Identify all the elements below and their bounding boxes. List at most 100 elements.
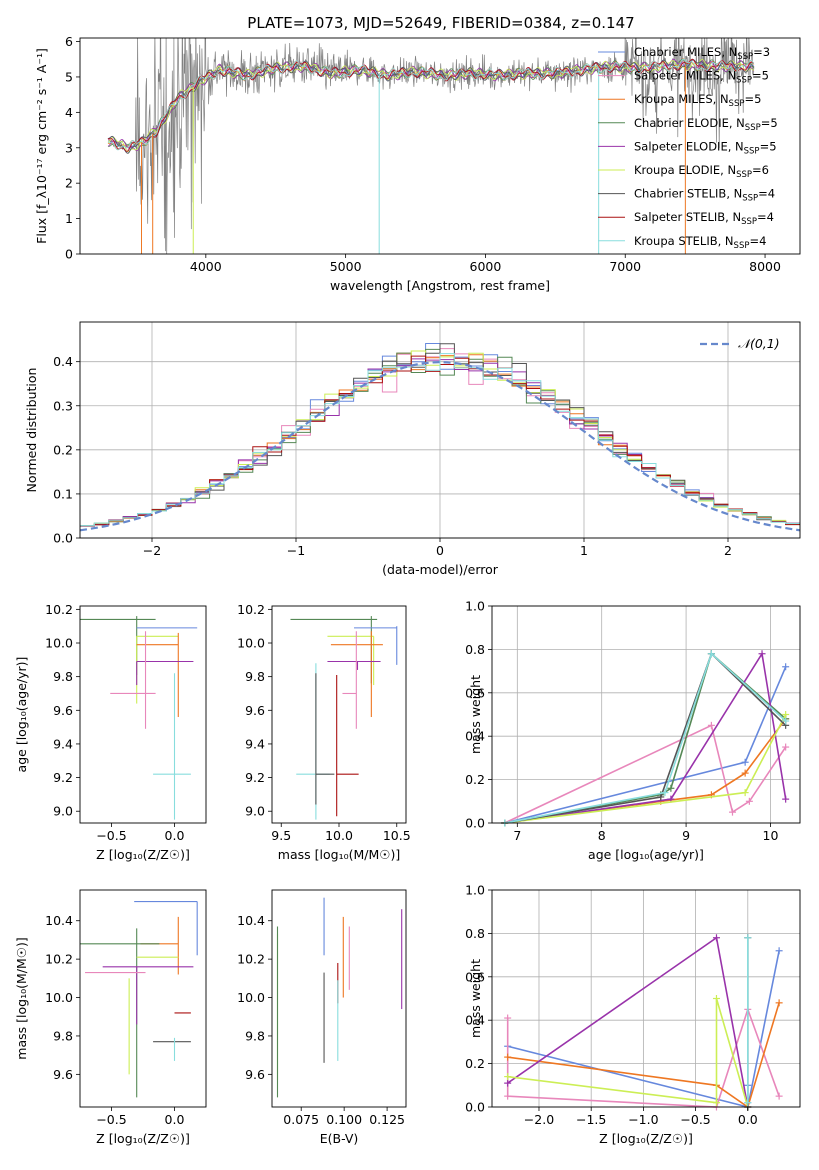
y-tick-label: 10.4: [237, 913, 265, 928]
y-tick-label: 0.4: [53, 354, 73, 369]
x-tick-label: 9.5: [271, 828, 291, 843]
axes-frame: [79, 889, 207, 1108]
legend-entry-count: =5: [761, 116, 778, 130]
x-tick-label: −2.0: [524, 1112, 554, 1127]
x-tick-label: 8000: [749, 259, 781, 274]
x-tick-label: 0.0: [165, 828, 185, 843]
x-tick-label: −0.5: [680, 1112, 710, 1127]
axes-frame: [491, 605, 801, 824]
errorbar-cross: [134, 900, 198, 956]
crosses-mass_vs_ebv: [276, 897, 403, 1098]
axes-frame: [271, 889, 407, 1108]
y-tick-label: 10.0: [45, 990, 73, 1005]
y-tick-label: 4: [65, 105, 73, 120]
residual-histograms: [80, 343, 800, 532]
mass-weight-point: [775, 1092, 783, 1100]
errorbar-cross: [80, 928, 160, 1098]
spectrum-model-line: [107, 59, 755, 153]
spectrum-model-line: [107, 58, 755, 152]
legend-entry-sub: SSP: [744, 146, 760, 156]
mass-weight-point: [741, 789, 749, 797]
y-tick-label: 2: [65, 176, 73, 191]
x-tick-label: 5000: [330, 259, 362, 274]
errorbar-cross: [140, 916, 179, 975]
x-tick-label: 9: [682, 828, 690, 843]
x-tick-label: 4000: [190, 259, 222, 274]
errorbar-cross: [290, 616, 378, 684]
errorbar-cross: [342, 631, 357, 729]
legend-entry-count: =4: [749, 234, 766, 248]
x-axis-label: mass [log₁₀(M/M☉)]: [278, 847, 400, 862]
legend-entry-sub: SSP: [734, 241, 750, 251]
x-tick-label: 0.100: [326, 1112, 362, 1127]
x-tick-label: 0.0: [738, 1112, 758, 1127]
y-tick-label: 9.6: [53, 1067, 73, 1082]
x-axis-label: Z [log₁₀(Z/Z☉)]: [96, 1131, 190, 1146]
x-tick-label: 10.0: [325, 828, 353, 843]
mass-weight-point: [707, 650, 715, 658]
y-tick-label: 5: [65, 69, 73, 84]
x-tick-label: 7: [513, 828, 521, 843]
mass-weight-point: [744, 934, 752, 942]
legend-entry-name: Chabrier STELIB, N: [634, 187, 742, 201]
y-tick-label: 1.0: [465, 599, 485, 614]
y-tick-label: 9.6: [245, 1067, 265, 1082]
spectrum-data-line: [107, 38, 755, 254]
y-tick-label: 0.2: [465, 1056, 485, 1071]
legend-entry: Salpeter MILES, NSSP=5: [634, 69, 769, 86]
mass-weight-series-line: [507, 1002, 780, 1109]
errorbar-cross: [336, 674, 359, 817]
mass-weight-point: [745, 797, 753, 805]
legend-entry-name: Chabrier ELODIE, N: [634, 116, 745, 130]
errorbar-cross: [80, 616, 156, 675]
x-tick-label: 0.125: [369, 1112, 405, 1127]
y-tick-label: 9.8: [245, 669, 265, 684]
y-tick-label: 0.4: [465, 729, 485, 744]
y-tick-label: 10.2: [237, 602, 265, 617]
normal-reference-curve: [80, 360, 800, 532]
x-tick-label: 0: [436, 543, 444, 558]
mass-weight-point: [504, 1053, 512, 1061]
axes-spectrum: 4000 5000 6000 7000 8000 0 1 2 3 4 5 6 wavelength [A…: [34, 34, 801, 293]
x-tick-label: −1.0: [628, 1112, 658, 1127]
y-tick-label: 3: [65, 140, 73, 155]
legend-entry-count: =6: [752, 163, 769, 177]
mass-weight-series-line: [504, 714, 787, 824]
x-axis-label: age [log₁₀(age/yr)]: [588, 847, 704, 862]
y-tick-label: 9.8: [245, 1028, 265, 1043]
errorbar-cross: [153, 673, 191, 820]
legend-entry-sub: SSP: [737, 52, 753, 62]
mass-weight-point: [712, 995, 720, 1002]
legend-entry: Kroupa ELODIE, NSSP=6: [634, 163, 769, 180]
x-tick-label: −0.5: [96, 1112, 126, 1127]
legend-entry: Kroupa MILES, NSSP=5: [634, 92, 761, 109]
mass-weight-point: [775, 947, 783, 955]
legend-entry-sub: SSP: [742, 194, 758, 204]
y-tick-label: 0.2: [53, 442, 73, 457]
y-tick-label: 9.4: [245, 736, 265, 751]
errorbar-cross: [136, 660, 194, 686]
crosses-mass_vs_Z: [80, 900, 198, 1098]
spectrum-model-line: [107, 58, 755, 152]
x-tick-label: 10: [763, 828, 779, 843]
y-tick-label: 0.0: [465, 816, 485, 831]
y-axis-label: Normed distribution: [24, 368, 39, 493]
x-tick-label: −1: [287, 543, 305, 558]
y-tick-label: 10.2: [237, 952, 265, 967]
mass-weight-series-line: [504, 651, 787, 824]
mass-weight-point: [782, 743, 790, 751]
mass-weight-point: [504, 1014, 512, 1022]
x-tick-label: 10.5: [383, 828, 411, 843]
mass-weight-point: [782, 717, 790, 725]
legend-entry-name: Kroupa MILES, N: [634, 92, 729, 106]
legend-entry-sub: SSP: [736, 170, 752, 180]
mass-weight-point: [661, 789, 669, 797]
legend-entry-name: Salpeter ELODIE, N: [634, 139, 744, 153]
y-tick-label: 9.2: [245, 770, 265, 785]
axes-massweight_vs_Z: −2.0 −1.5 −1.0 −0.5 0.0 0.0 0.2 0.4 0.6 0.8 1.0 Z […: [465, 883, 801, 1146]
legend-entry: Salpeter ELODIE, NSSP=5: [634, 139, 777, 156]
legend-entry-normal: 𝒩(0,1): [738, 336, 780, 351]
legend-entry-name: Chabrier MILES, N: [634, 45, 737, 59]
y-tick-label: 10.2: [45, 952, 73, 967]
